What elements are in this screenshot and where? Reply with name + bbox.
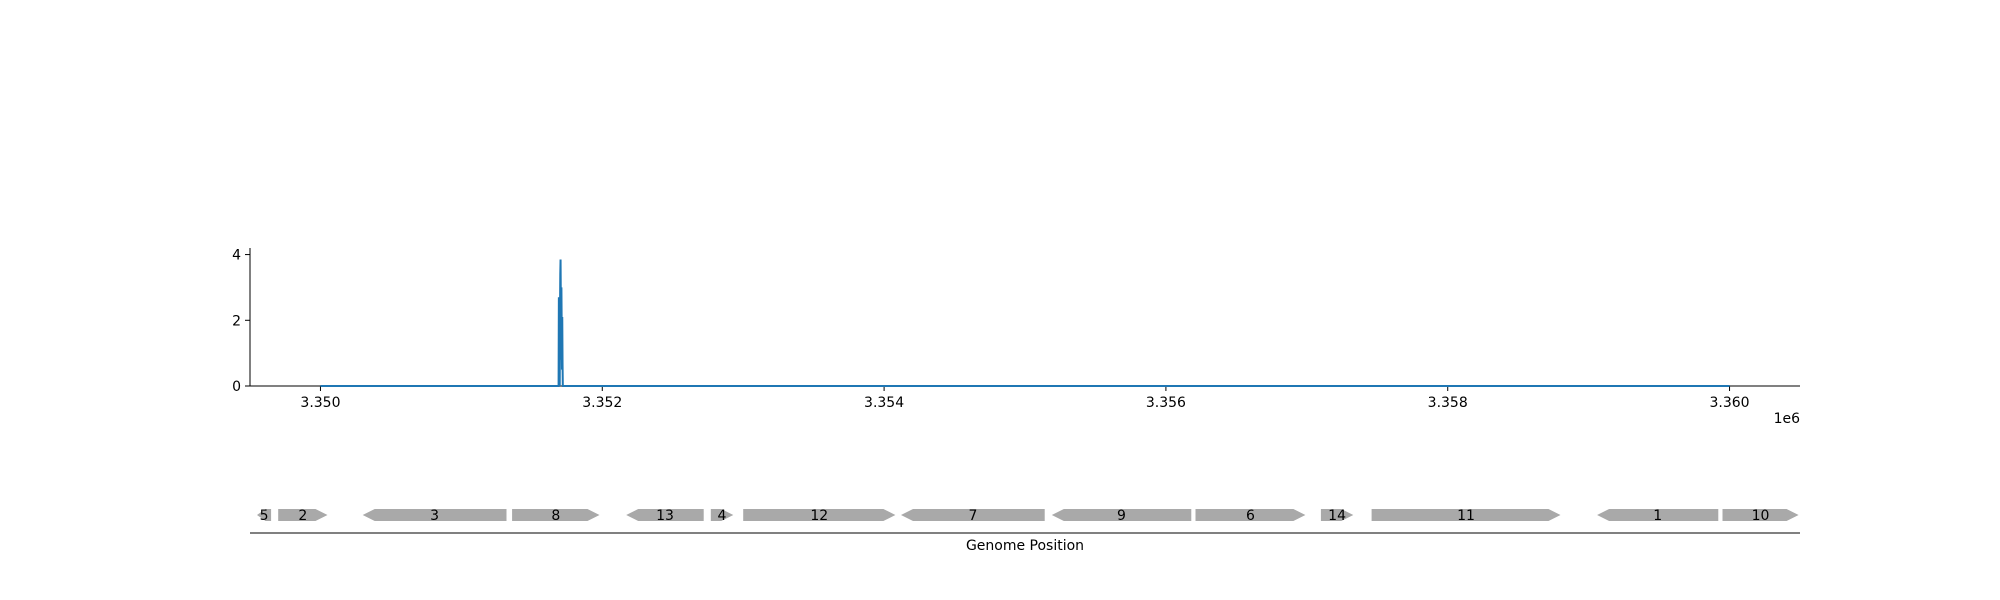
- x-tick-label: 3.358: [1428, 395, 1468, 411]
- gene-label: 14: [1328, 508, 1346, 524]
- gene-label: 6: [1246, 508, 1255, 524]
- gene-group: 5 2 3 8 13 4 12 7 9 6 14 11 1 10: [257, 508, 1799, 524]
- gene-arrow: [901, 509, 1045, 521]
- gene-label: 2: [298, 508, 307, 524]
- x-offset-label: 1e6: [1774, 411, 1801, 427]
- gene-arrow: [1597, 509, 1719, 521]
- gene-label: 7: [968, 508, 977, 524]
- gene-arrow: [1195, 509, 1306, 521]
- gene-arrow: [512, 509, 600, 521]
- y-tick-label: 4: [232, 248, 241, 264]
- gene-track-xlabel: Genome Position: [966, 538, 1084, 554]
- coverage-plot: 0 2 4 3.350 3.352 3.354 3.356 3.358 3.360 1e6: [232, 248, 1800, 427]
- gene-arrow: [743, 509, 896, 521]
- gene-arrow: [1051, 509, 1192, 521]
- gene-arrow: [1371, 509, 1561, 521]
- gene-label: 11: [1457, 508, 1475, 524]
- gene-label: 3: [430, 508, 439, 524]
- gene-label: 5: [260, 508, 269, 524]
- gene-arrow: [278, 509, 328, 521]
- x-tick-label: 3.360: [1709, 395, 1749, 411]
- x-tick-label: 3.352: [582, 395, 622, 411]
- gene-label: 9: [1117, 508, 1126, 524]
- gene-label: 8: [551, 508, 560, 524]
- gene-arrow: [626, 509, 704, 521]
- gene-arrow: [1320, 509, 1354, 521]
- gene-label: 10: [1752, 508, 1770, 524]
- gene-label: 1: [1653, 508, 1662, 524]
- x-tick-label: 3.356: [1146, 395, 1186, 411]
- gene-track: 5 2 3 8 13 4 12 7 9 6 14 11 1 10 Genome Position: [250, 508, 1800, 554]
- y-tick-label: 0: [232, 379, 241, 395]
- gene-arrow: [1722, 509, 1799, 521]
- x-tick-group: 3.350 3.352 3.354 3.356 3.358 3.360: [300, 386, 1750, 411]
- gene-label: 12: [810, 508, 828, 524]
- coverage-series-line: [320, 259, 1730, 387]
- y-tick-label: 2: [232, 313, 241, 329]
- gene-label: 13: [656, 508, 674, 524]
- gene-arrow: [362, 509, 507, 521]
- x-tick-label: 3.350: [300, 395, 340, 411]
- y-tick-group: 0 2 4: [232, 248, 250, 395]
- gene-label: 4: [718, 508, 727, 524]
- gene-arrow: [710, 509, 734, 521]
- x-tick-label: 3.354: [864, 395, 904, 411]
- gene-arrow: [257, 509, 272, 521]
